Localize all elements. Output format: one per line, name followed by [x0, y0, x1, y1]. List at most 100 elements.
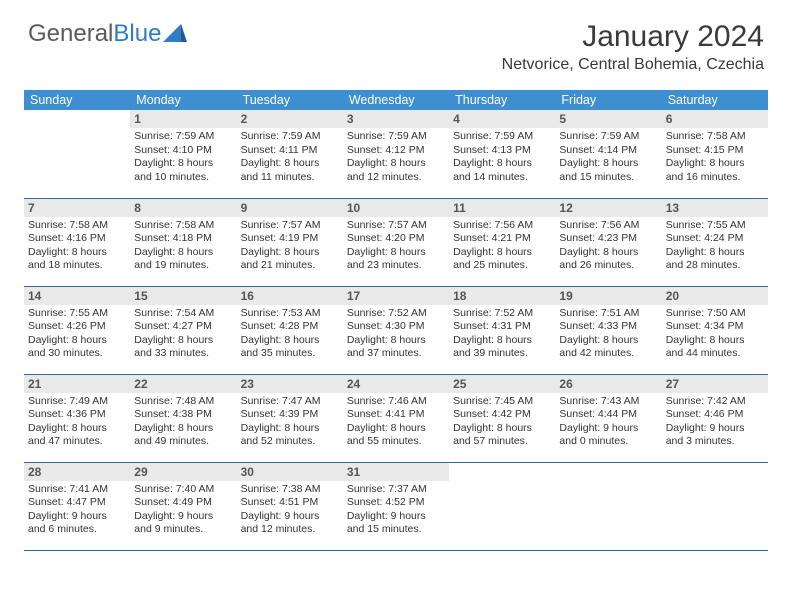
calendar-cell: 6Sunrise: 7:58 AMSunset: 4:15 PMDaylight… — [662, 110, 768, 198]
day-details: Sunrise: 7:59 AMSunset: 4:14 PMDaylight:… — [559, 130, 657, 185]
calendar-cell: 30Sunrise: 7:38 AMSunset: 4:51 PMDayligh… — [237, 462, 343, 550]
day-number: 18 — [449, 287, 555, 305]
header: GeneralBlue January 2024 Netvorice, Cent… — [0, 0, 792, 82]
calendar-cell: 8 Sunrise: 7:58 AMSunset: 4:18 PMDaylight… — [130, 198, 236, 286]
calendar-cell: 20 Sunrise: 7:50 AMSunset: 4:34 PMDayligh… — [662, 286, 768, 374]
calendar-cell — [555, 462, 661, 550]
logo-triangle-icon — [163, 24, 187, 44]
day-details: Sunrise: 7:42 AMSunset: 4:46 PMDaylight:… — [666, 395, 764, 450]
day-number: 5 — [555, 110, 661, 128]
day-details: Sunrise: 7:37 AMSunset: 4:52 PMDaylight:… — [347, 483, 445, 538]
dayheader-wednesday: Wednesday — [343, 90, 449, 110]
dayheader-thursday: Thursday — [449, 90, 555, 110]
day-number: 4 — [449, 110, 555, 128]
day-details: Sunrise: 7:48 AMSunset: 4:38 PMDaylight:… — [134, 395, 232, 450]
day-number: 15 — [130, 287, 236, 305]
dayheader-saturday: Saturday — [662, 90, 768, 110]
day-number: 11 — [449, 199, 555, 217]
day-details: Sunrise: 7:46 AMSunset: 4:41 PMDaylight:… — [347, 395, 445, 450]
calendar-cell — [662, 462, 768, 550]
day-details: Sunrise: 7:54 AMSunset: 4:27 PMDaylight:… — [134, 307, 232, 362]
month-title: January 2024 — [502, 20, 764, 54]
calendar-cell: 26 Sunrise: 7:43 AMSunset: 4:44 PMDayligh… — [555, 374, 661, 462]
day-number: 21 — [24, 375, 130, 393]
day-details: Sunrise: 7:56 AMSunset: 4:23 PMDaylight:… — [559, 219, 657, 274]
calendar-row: 14 Sunrise: 7:55 AMSunset: 4:26 PMDayligh… — [24, 286, 768, 374]
day-number: 3 — [343, 110, 449, 128]
day-details: Sunrise: 7:55 AMSunset: 4:26 PMDaylight:… — [28, 307, 126, 362]
day-details: Sunrise: 7:52 AMSunset: 4:31 PMDaylight:… — [453, 307, 551, 362]
day-number: 28 — [24, 463, 130, 481]
day-details: Sunrise: 7:58 AMSunset: 4:18 PMDaylight:… — [134, 219, 232, 274]
calendar-row: 1Sunrise: 7:59 AMSunset: 4:10 PMDaylight… — [24, 110, 768, 198]
location: Netvorice, Central Bohemia, Czechia — [502, 56, 764, 74]
calendar-cell: 4 Sunrise: 7:59 AMSunset: 4:13 PMDaylight… — [449, 110, 555, 198]
calendar-cell: 17 Sunrise: 7:52 AMSunset: 4:30 PMDayligh… — [343, 286, 449, 374]
day-details: Sunrise: 7:50 AMSunset: 4:34 PMDaylight:… — [666, 307, 764, 362]
day-details: Sunrise: 7:57 AMSunset: 4:20 PMDaylight:… — [347, 219, 445, 274]
day-number: 17 — [343, 287, 449, 305]
day-details: Sunrise: 7:51 AMSunset: 4:33 PMDaylight:… — [559, 307, 657, 362]
calendar-row: 28 Sunrise: 7:41 AMSunset: 4:47 PMDayligh… — [24, 462, 768, 550]
day-details: Sunrise: 7:43 AMSunset: 4:44 PMDaylight:… — [559, 395, 657, 450]
day-details: Sunrise: 7:59 AMSunset: 4:13 PMDaylight:… — [453, 130, 551, 185]
day-details: Sunrise: 7:52 AMSunset: 4:30 PMDaylight:… — [347, 307, 445, 362]
day-details: Sunrise: 7:58 AMSunset: 4:16 PMDaylight:… — [28, 219, 126, 274]
calendar-cell: 21Sunrise: 7:49 AMSunset: 4:36 PMDayligh… — [24, 374, 130, 462]
day-number: 14 — [24, 287, 130, 305]
calendar-head: SundayMondayTuesdayWednesdayThursdayFrid… — [24, 90, 768, 110]
calendar-cell — [449, 462, 555, 550]
calendar-cell: 10 Sunrise: 7:57 AMSunset: 4:20 PMDayligh… — [343, 198, 449, 286]
logo-word2: Blue — [113, 20, 161, 47]
day-number: 26 — [555, 375, 661, 393]
calendar-cell: 23 Sunrise: 7:47 AMSunset: 4:39 PMDayligh… — [237, 374, 343, 462]
day-number: 8 — [130, 199, 236, 217]
calendar-cell: 5 Sunrise: 7:59 AMSunset: 4:14 PMDaylight… — [555, 110, 661, 198]
day-number: 12 — [555, 199, 661, 217]
dayheader-monday: Monday — [130, 90, 236, 110]
calendar-cell: 2Sunrise: 7:59 AMSunset: 4:11 PMDaylight… — [237, 110, 343, 198]
calendar-cell: 28 Sunrise: 7:41 AMSunset: 4:47 PMDayligh… — [24, 462, 130, 550]
day-details: Sunrise: 7:59 AMSunset: 4:10 PMDaylight:… — [134, 130, 232, 185]
day-number: 24 — [343, 375, 449, 393]
day-details: Sunrise: 7:57 AMSunset: 4:19 PMDaylight:… — [241, 219, 339, 274]
calendar-cell: 18 Sunrise: 7:52 AMSunset: 4:31 PMDayligh… — [449, 286, 555, 374]
title-block: January 2024 Netvorice, Central Bohemia,… — [502, 20, 764, 74]
calendar-body: 1Sunrise: 7:59 AMSunset: 4:10 PMDaylight… — [24, 110, 768, 550]
calendar-cell: 22Sunrise: 7:48 AMSunset: 4:38 PMDayligh… — [130, 374, 236, 462]
dayheader-sunday: Sunday — [24, 90, 130, 110]
day-number: 10 — [343, 199, 449, 217]
day-number: 16 — [237, 287, 343, 305]
day-number: 23 — [237, 375, 343, 393]
calendar-cell: 27 Sunrise: 7:42 AMSunset: 4:46 PMDayligh… — [662, 374, 768, 462]
day-number: 19 — [555, 287, 661, 305]
calendar-cell: 11Sunrise: 7:56 AMSunset: 4:21 PMDayligh… — [449, 198, 555, 286]
day-number: 7 — [24, 199, 130, 217]
day-number: 27 — [662, 375, 768, 393]
calendar-cell: 1Sunrise: 7:59 AMSunset: 4:10 PMDaylight… — [130, 110, 236, 198]
day-details: Sunrise: 7:55 AMSunset: 4:24 PMDaylight:… — [666, 219, 764, 274]
day-details: Sunrise: 7:45 AMSunset: 4:42 PMDaylight:… — [453, 395, 551, 450]
calendar-cell: 19 Sunrise: 7:51 AMSunset: 4:33 PMDayligh… — [555, 286, 661, 374]
day-number: 9 — [237, 199, 343, 217]
day-details: Sunrise: 7:53 AMSunset: 4:28 PMDaylight:… — [241, 307, 339, 362]
calendar-cell: 7 Sunrise: 7:58 AMSunset: 4:16 PMDaylight… — [24, 198, 130, 286]
calendar-cell: 25 Sunrise: 7:45 AMSunset: 4:42 PMDayligh… — [449, 374, 555, 462]
day-number: 20 — [662, 287, 768, 305]
day-details: Sunrise: 7:47 AMSunset: 4:39 PMDaylight:… — [241, 395, 339, 450]
calendar-cell — [24, 110, 130, 198]
day-details: Sunrise: 7:59 AMSunset: 4:11 PMDaylight:… — [241, 130, 339, 185]
calendar-cell: 24 Sunrise: 7:46 AMSunset: 4:41 PMDayligh… — [343, 374, 449, 462]
dayheader-tuesday: Tuesday — [237, 90, 343, 110]
calendar-cell: 9 Sunrise: 7:57 AMSunset: 4:19 PMDaylight… — [237, 198, 343, 286]
day-number: 31 — [343, 463, 449, 481]
logo: GeneralBlue — [28, 20, 187, 48]
day-details: Sunrise: 7:41 AMSunset: 4:47 PMDaylight:… — [28, 483, 126, 538]
day-number: 25 — [449, 375, 555, 393]
calendar-cell: 13Sunrise: 7:55 AMSunset: 4:24 PMDayligh… — [662, 198, 768, 286]
calendar-cell: 31 Sunrise: 7:37 AMSunset: 4:52 PMDayligh… — [343, 462, 449, 550]
day-details: Sunrise: 7:59 AMSunset: 4:12 PMDaylight:… — [347, 130, 445, 185]
calendar-cell: 16 Sunrise: 7:53 AMSunset: 4:28 PMDayligh… — [237, 286, 343, 374]
calendar-cell: 12 Sunrise: 7:56 AMSunset: 4:23 PMDayligh… — [555, 198, 661, 286]
dayheader-friday: Friday — [555, 90, 661, 110]
